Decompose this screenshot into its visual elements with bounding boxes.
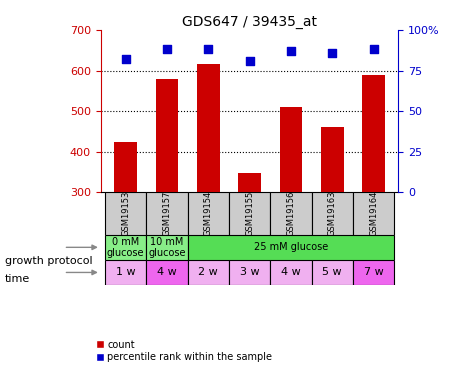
- Text: GSM19156: GSM19156: [286, 191, 295, 236]
- Bar: [105, 192, 146, 235]
- Bar: [105, 260, 146, 285]
- Bar: [146, 260, 188, 285]
- Text: growth protocol: growth protocol: [5, 256, 92, 266]
- Text: 10 mM
glucose: 10 mM glucose: [148, 237, 185, 258]
- Point: [287, 48, 294, 54]
- Text: GSM19157: GSM19157: [163, 191, 171, 236]
- Bar: [238, 173, 261, 192]
- Bar: [105, 235, 146, 260]
- Bar: [353, 192, 394, 235]
- Text: 3 w: 3 w: [240, 267, 259, 278]
- Bar: [188, 192, 229, 235]
- Point: [122, 56, 129, 62]
- Text: time: time: [5, 274, 30, 284]
- Bar: [114, 142, 137, 192]
- Bar: [188, 260, 229, 285]
- Bar: [353, 260, 394, 285]
- Text: 25 mM glucose: 25 mM glucose: [254, 242, 328, 252]
- Text: GSM19164: GSM19164: [369, 191, 378, 236]
- Bar: [146, 192, 188, 235]
- Text: 4 w: 4 w: [157, 267, 177, 278]
- Point: [163, 46, 170, 53]
- Text: GSM19154: GSM19154: [204, 191, 213, 236]
- Text: GSM19153: GSM19153: [121, 191, 130, 236]
- Point: [329, 50, 336, 56]
- Bar: [279, 107, 302, 192]
- Bar: [229, 260, 270, 285]
- Point: [246, 58, 253, 64]
- Bar: [311, 192, 353, 235]
- Bar: [270, 260, 311, 285]
- Bar: [321, 126, 344, 192]
- Text: 1 w: 1 w: [116, 267, 136, 278]
- Bar: [188, 235, 394, 260]
- Text: GSM19163: GSM19163: [328, 191, 337, 236]
- Bar: [156, 79, 178, 192]
- Bar: [362, 75, 385, 192]
- Bar: [146, 235, 188, 260]
- Point: [205, 46, 212, 53]
- Text: GSM19155: GSM19155: [245, 191, 254, 236]
- Text: 0 mM
glucose: 0 mM glucose: [107, 237, 144, 258]
- Text: 7 w: 7 w: [364, 267, 383, 278]
- Bar: [270, 192, 311, 235]
- Bar: [197, 64, 220, 192]
- Point: [370, 46, 377, 53]
- Legend: count, percentile rank within the sample: count, percentile rank within the sample: [92, 336, 276, 366]
- Title: GDS647 / 39435_at: GDS647 / 39435_at: [182, 15, 317, 29]
- Bar: [229, 192, 270, 235]
- Bar: [311, 260, 353, 285]
- Text: 2 w: 2 w: [198, 267, 218, 278]
- Text: 5 w: 5 w: [322, 267, 342, 278]
- Text: 4 w: 4 w: [281, 267, 301, 278]
